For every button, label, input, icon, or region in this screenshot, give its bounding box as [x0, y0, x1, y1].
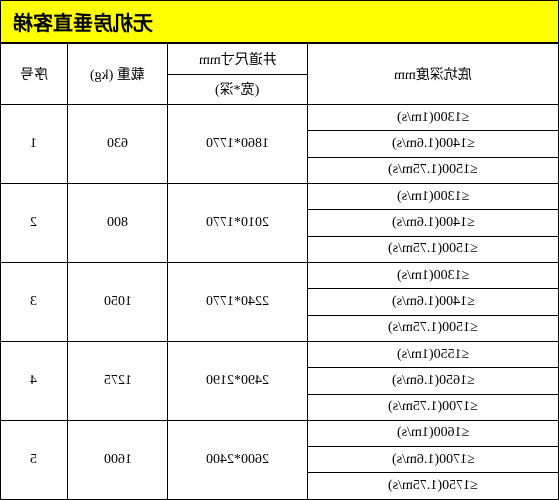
table-row: 2 800 2010*1770 ≤1300(1m/s): [1, 184, 559, 210]
cell-depth: ≤1500(1.75m/s): [307, 236, 558, 262]
cell-shaft: 2600*2400: [168, 420, 308, 499]
cell-depth: ≤1400(1.6m/s): [307, 131, 558, 157]
cell-depth: ≤1650(1.6m/s): [307, 368, 558, 394]
title-bar: 无机房垂直客梯: [0, 0, 559, 43]
cell-depth: ≤1500(1.75m/s): [307, 315, 558, 341]
cell-depth: ≤1300(1m/s): [307, 262, 558, 288]
cell-depth: ≤1700(1.75m/s): [307, 394, 558, 420]
header-depth: 底坑深度mm: [307, 44, 558, 105]
cell-depth: ≤1300(1m/s): [307, 184, 558, 210]
table-row: 3 1050 2240*1770 ≤1300(1m/s): [1, 262, 559, 288]
header-shaft-sub: (宽*深): [168, 74, 308, 105]
cell-seq: 1: [1, 105, 68, 184]
cell-depth: ≤1500(1.75m/s): [307, 157, 558, 183]
cell-depth: ≤1400(1.6m/s): [307, 210, 558, 236]
table-row: 1 630 1860*1770 ≤1300(1m/s): [1, 105, 559, 131]
cell-depth: ≤1600(1m/s): [307, 420, 558, 446]
cell-load: 1600: [67, 420, 167, 499]
cell-load: 630: [67, 105, 167, 184]
cell-seq: 2: [1, 184, 68, 263]
header-seq: 序号: [1, 44, 68, 105]
elevator-spec-table: 序号 载重 (kg) 井道尺寸mm 底坑深度mm (宽*深) 1 630 186…: [0, 43, 559, 500]
cell-seq: 4: [1, 341, 68, 420]
cell-seq: 5: [1, 420, 68, 499]
page-title: 无机房垂直客梯: [13, 7, 153, 36]
cell-shaft: 2490*2190: [168, 341, 308, 420]
cell-load: 1050: [67, 262, 167, 341]
cell-depth: ≤1400(1.6m/s): [307, 289, 558, 315]
header-shaft: 井道尺寸mm: [168, 44, 308, 75]
cell-shaft: 1860*1770: [168, 105, 308, 184]
cell-depth: ≤1750(1.75m/s): [307, 473, 558, 500]
header-row-1: 序号 载重 (kg) 井道尺寸mm 底坑深度mm: [1, 44, 559, 75]
header-load: 载重 (kg): [67, 44, 167, 105]
cell-load: 1275: [67, 341, 167, 420]
cell-depth: ≤1550(1m/s): [307, 341, 558, 367]
table-row: 4 1275 2490*2190 ≤1550(1m/s): [1, 341, 559, 367]
cell-seq: 3: [1, 262, 68, 341]
cell-load: 800: [67, 184, 167, 263]
table-row: 5 1600 2600*2400 ≤1600(1m/s): [1, 420, 559, 446]
cell-shaft: 2010*1770: [168, 184, 308, 263]
cell-depth: ≤1300(1m/s): [307, 105, 558, 131]
cell-depth: ≤1700(1.6m/s): [307, 447, 558, 473]
cell-shaft: 2240*1770: [168, 262, 308, 341]
